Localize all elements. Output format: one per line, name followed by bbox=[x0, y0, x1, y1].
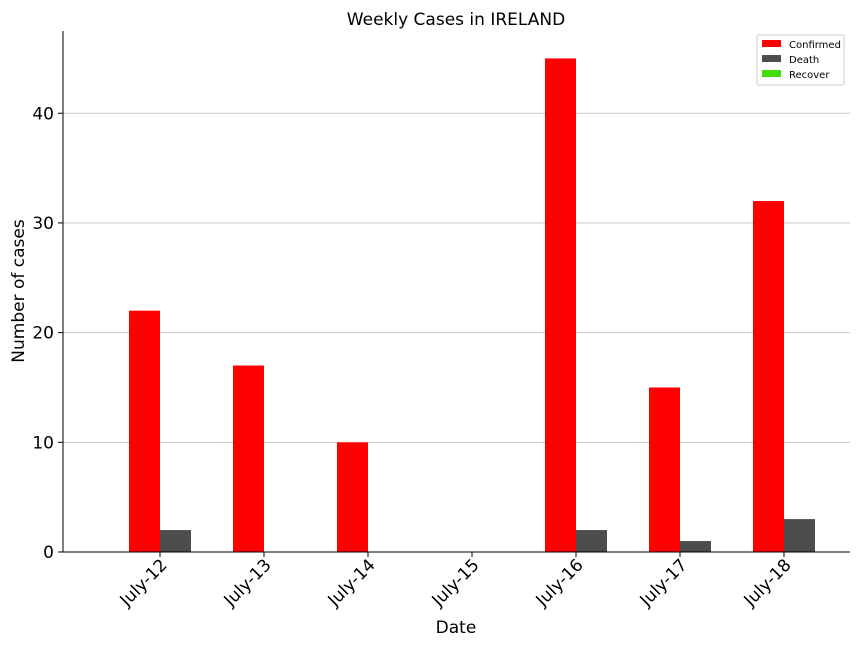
x-tick-label: July-15 bbox=[428, 555, 484, 611]
y-tick-label: 40 bbox=[32, 104, 54, 124]
bar-death bbox=[680, 541, 711, 552]
y-axis-label: Number of cases bbox=[9, 219, 29, 363]
bar-death bbox=[160, 530, 191, 552]
legend-swatch-recover bbox=[762, 70, 781, 77]
y-ticks: 0 10 20 30 40 bbox=[32, 104, 63, 563]
bar-confirmed bbox=[545, 58, 576, 552]
y-tick-label: 20 bbox=[32, 324, 54, 344]
gridlines bbox=[63, 112, 850, 443]
bar-confirmed bbox=[337, 442, 368, 552]
x-tick-label: July-14 bbox=[324, 555, 380, 611]
y-tick-label: 30 bbox=[32, 214, 54, 234]
x-tick-label: July-17 bbox=[636, 555, 692, 611]
x-tick-label: July-12 bbox=[116, 555, 172, 611]
legend-swatch-death bbox=[762, 55, 781, 62]
x-tick-label: July-18 bbox=[740, 555, 796, 611]
legend-label-death: Death bbox=[789, 55, 819, 66]
x-tick-label: July-13 bbox=[220, 555, 276, 611]
legend-label-confirmed: Confirmed bbox=[789, 40, 841, 51]
bar-confirmed bbox=[753, 201, 784, 552]
legend-label-recover: Recover bbox=[789, 70, 830, 81]
y-tick-label: 10 bbox=[32, 433, 54, 453]
bars bbox=[129, 58, 815, 552]
bar-death bbox=[576, 530, 607, 552]
bar-confirmed bbox=[649, 387, 680, 552]
legend: Confirmed Death Recover bbox=[756, 34, 845, 86]
bar-death bbox=[784, 519, 815, 552]
chart-title: Weekly Cases in IRELAND bbox=[347, 10, 565, 30]
bar-confirmed bbox=[129, 310, 160, 552]
x-axis-label: Date bbox=[436, 618, 477, 638]
y-tick-label: 0 bbox=[43, 543, 54, 563]
x-tick-label: July-16 bbox=[532, 555, 588, 611]
bar-confirmed bbox=[233, 365, 264, 552]
legend-swatch-confirmed bbox=[762, 40, 781, 47]
x-ticks: July-12 July-13 July-14 July-15 July-16 July-… bbox=[116, 552, 796, 611]
